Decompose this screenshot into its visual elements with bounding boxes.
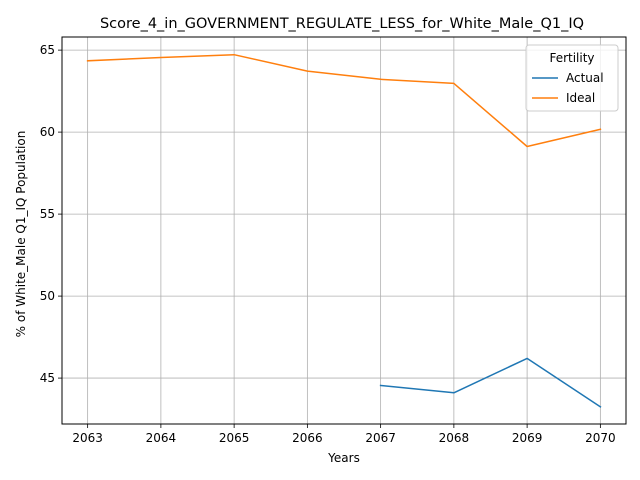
x-tick-label: 2069 — [512, 431, 543, 445]
series-line-ideal — [86, 53, 602, 148]
legend-label-ideal: Ideal — [566, 91, 595, 105]
x-tick-label: 2070 — [585, 431, 616, 445]
legend: Fertility Actual Ideal — [525, 44, 619, 112]
series-lines — [86, 53, 602, 408]
legend-label-actual: Actual — [566, 71, 604, 85]
y-tick-label: 45 — [40, 371, 55, 385]
y-tick-label: 55 — [40, 207, 55, 221]
x-tick-label: 2063 — [72, 431, 103, 445]
y-tick-label: 65 — [40, 43, 55, 57]
x-tick-label: 2066 — [292, 431, 323, 445]
legend-box — [525, 44, 619, 112]
chart-title: Score_4_in_GOVERNMENT_REGULATE_LESS_for_… — [100, 16, 584, 32]
x-tick-label: 2065 — [219, 431, 250, 445]
y-axis-ticks: 45 50 55 60 65 — [40, 43, 62, 385]
y-axis-label: % of White_Male Q1_IQ Population — [14, 131, 28, 338]
y-tick-label: 60 — [40, 125, 55, 139]
x-axis-label: Years — [327, 451, 360, 465]
y-tick-label: 50 — [40, 289, 55, 303]
x-tick-label: 2067 — [365, 431, 396, 445]
legend-title: Fertility — [549, 51, 594, 65]
x-tick-label: 2064 — [146, 431, 177, 445]
x-tick-label: 2068 — [439, 431, 470, 445]
x-axis-ticks: 2063 2064 2065 2066 2067 2068 2069 2070 — [72, 424, 616, 445]
series-line-actual — [379, 357, 602, 408]
plot-area-frame — [61, 36, 627, 425]
